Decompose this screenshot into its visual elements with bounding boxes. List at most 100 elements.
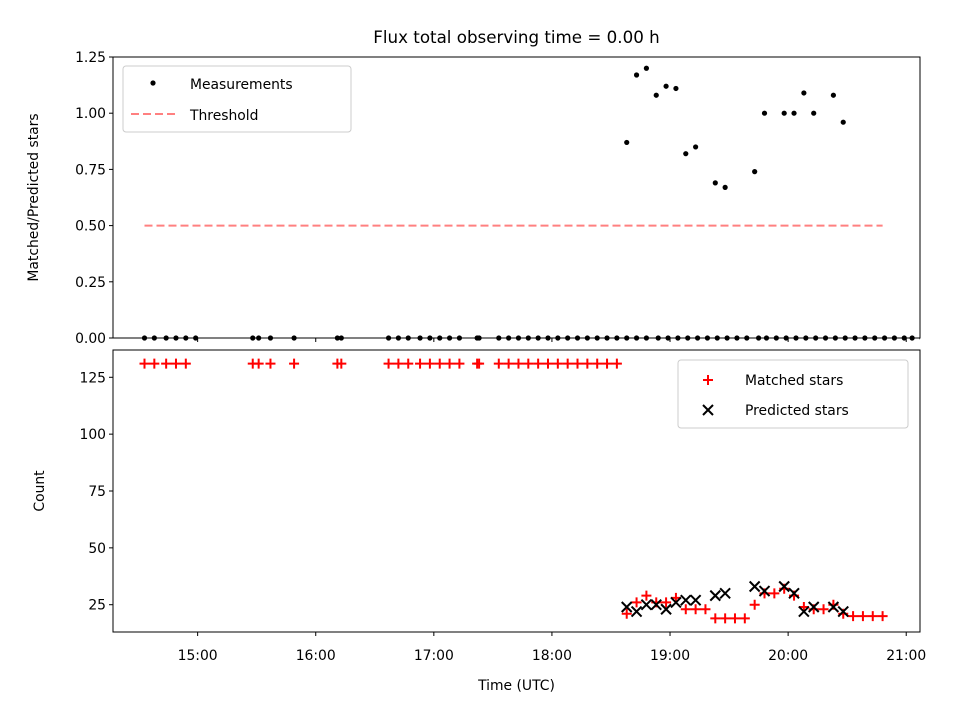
- measurement-point: [683, 151, 689, 157]
- measurement-point: [761, 110, 768, 116]
- y-tick-label: 125: [79, 370, 106, 386]
- matched-star-point: [180, 358, 191, 369]
- data-layer: [139, 358, 888, 624]
- matched-star-point: [415, 358, 426, 369]
- matched-star-point: [562, 358, 573, 369]
- measurement-point: [614, 335, 620, 341]
- matched-star-point: [867, 611, 878, 622]
- matched-star-point: [769, 588, 780, 599]
- legend-measurements-marker: [150, 80, 156, 86]
- matched-star-point: [611, 358, 622, 369]
- measurement-point: [446, 335, 453, 341]
- measurement-point: [624, 139, 630, 146]
- measurement-point: [633, 72, 640, 78]
- predicted-star-point: [650, 599, 662, 611]
- y-tick-label: 50: [88, 541, 106, 557]
- legend-measurements-label: Measurements: [190, 77, 293, 93]
- measurement-point: [909, 335, 915, 341]
- measurement-point: [763, 335, 770, 341]
- legend-box: [677, 359, 909, 429]
- matched-star-point: [680, 604, 691, 615]
- measurement-point: [427, 335, 433, 341]
- matched-star-point: [403, 358, 414, 369]
- data-layer: [141, 65, 920, 341]
- matched-star-point: [877, 611, 888, 622]
- matched-star-point: [739, 613, 750, 624]
- matched-star-point: [552, 358, 563, 369]
- measurement-point: [496, 335, 502, 341]
- measurement-point: [334, 335, 340, 341]
- measurement-point: [822, 335, 829, 341]
- measurement-point: [604, 335, 610, 341]
- measurement-point: [151, 335, 157, 341]
- predicted-star-point: [621, 601, 633, 613]
- measurement-point: [565, 335, 571, 341]
- x-tick-label: 18:00: [532, 648, 572, 664]
- legend-predicted-marker: [702, 404, 714, 416]
- predicted-star-point: [778, 580, 790, 593]
- predicted-star-point: [827, 601, 840, 613]
- measurement-point: [693, 144, 699, 150]
- matched-star-point: [700, 604, 711, 615]
- matched-star-point: [434, 358, 445, 369]
- matched-star-point: [493, 358, 504, 369]
- measurement-point: [584, 335, 590, 341]
- matched-star-point: [503, 358, 514, 369]
- measurement-point: [714, 335, 720, 341]
- y-tick-label: 1.25: [75, 50, 106, 66]
- measurement-point: [803, 335, 809, 341]
- measurement-point: [791, 110, 797, 116]
- y-axis-label: Matched/Predicted stars: [26, 113, 42, 281]
- measurement-point: [773, 335, 779, 341]
- predicted-star-point: [630, 605, 643, 618]
- x-tick-label: 16:00: [296, 648, 336, 664]
- matched-star-point: [139, 358, 150, 369]
- y-tick-label: 0.50: [75, 219, 106, 235]
- matched-star-point: [265, 358, 276, 369]
- predicted-star-point: [689, 594, 702, 606]
- measurement-point: [793, 335, 799, 341]
- matched-star-point: [690, 604, 701, 615]
- measurement-point: [574, 335, 581, 341]
- matched-star-point: [592, 358, 603, 369]
- measurement-point: [250, 335, 256, 341]
- measurement-point: [663, 83, 669, 89]
- matched-star-point: [710, 613, 721, 624]
- matched-star-point: [572, 358, 583, 369]
- measurement-point: [704, 335, 711, 341]
- measurement-point: [919, 336, 920, 340]
- measurement-point: [712, 180, 718, 186]
- matched-star-point: [661, 597, 672, 608]
- matched-star-point: [720, 613, 731, 624]
- measurement-point: [665, 335, 671, 341]
- measurement-point: [744, 335, 750, 341]
- matched-star-point: [542, 358, 553, 369]
- matched-star-point: [383, 358, 394, 369]
- measurement-point: [456, 335, 463, 341]
- measurement-point: [141, 335, 148, 341]
- legend-predicted-label: Predicted stars: [745, 403, 849, 419]
- measurement-point: [752, 169, 758, 175]
- measurement-point: [756, 335, 762, 341]
- measurement-point: [852, 335, 858, 341]
- measurement-point: [781, 110, 787, 116]
- predicted-star-point: [837, 605, 849, 618]
- matched-star-point: [749, 599, 760, 610]
- measurement-point: [163, 335, 169, 341]
- matched-star-point: [602, 358, 613, 369]
- chart-title: Flux total observing time = 0.00 h: [373, 27, 659, 47]
- measurement-point: [673, 85, 679, 92]
- x-axis-label: Time (UTC): [477, 678, 555, 694]
- legend-matched-marker: [703, 375, 713, 385]
- measurement-point: [872, 335, 878, 341]
- predicted-star-point: [748, 580, 761, 593]
- matched-star-point: [161, 358, 172, 369]
- measurement-point: [476, 335, 482, 341]
- measurement-point: [811, 110, 817, 116]
- measurement-point: [173, 335, 179, 341]
- measurement-point: [395, 335, 402, 341]
- measurement-point: [555, 335, 561, 341]
- x-tick-label: 15:00: [178, 648, 218, 664]
- matched-star-point: [857, 611, 868, 622]
